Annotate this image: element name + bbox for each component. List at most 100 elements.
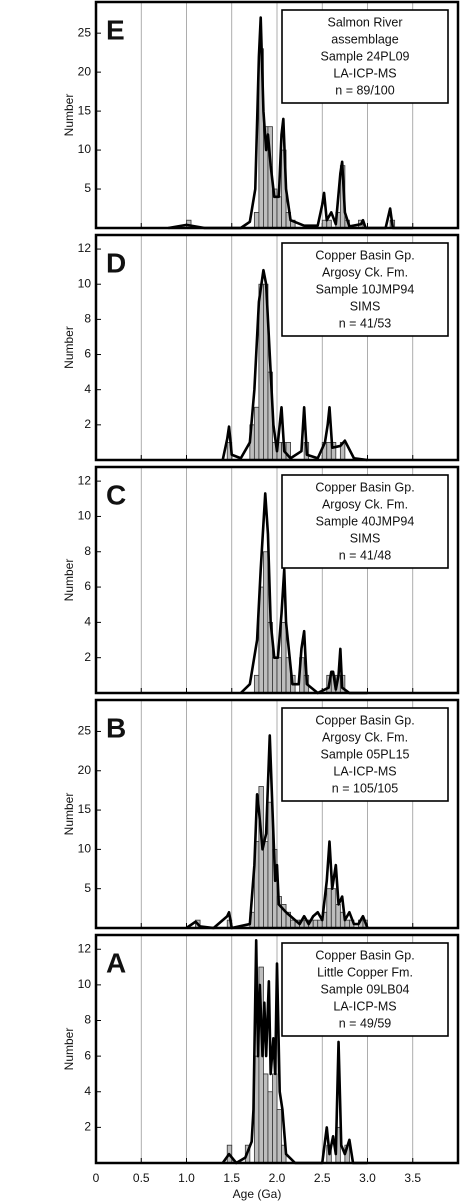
y-tick-label: 6 (84, 347, 91, 361)
probability-curve (221, 939, 368, 1165)
y-tick-label: 4 (84, 615, 91, 629)
bar (253, 406, 260, 461)
annotation-box (281, 9, 449, 104)
bar (281, 621, 287, 694)
annotation-line: Sample 05PL15 (321, 747, 410, 761)
y-tick-label: 8 (84, 312, 91, 326)
y-tick-label: 6 (84, 579, 91, 593)
probability-curve (168, 16, 413, 230)
panel-frame (94, 465, 460, 695)
panel-letter: B (106, 712, 126, 743)
y-tick-label: 5 (84, 181, 91, 195)
annotation-line: Sample 40JMP94 (316, 514, 415, 528)
y-tick-label: 12 (78, 473, 92, 487)
bar (272, 657, 278, 694)
bar (335, 904, 341, 929)
annotation-line: Little Copper Fm. (317, 965, 413, 979)
annotation-line: Copper Basin Gp. (315, 480, 414, 494)
bar (272, 1073, 278, 1164)
bar (276, 657, 282, 694)
panel-frame (94, 0, 460, 230)
panel-letter: A (106, 947, 126, 978)
bar (330, 888, 337, 929)
y-axis-title: Number (62, 326, 76, 369)
y-tick-label: 5 (84, 881, 91, 895)
annotation-line: n = 89/100 (335, 83, 394, 97)
x-tick-label: 2.5 (314, 1171, 331, 1185)
annotation-line: Argosy Ck. Fm. (322, 265, 408, 279)
y-tick-label: 4 (84, 1084, 91, 1098)
annotation-line: Sample 24PL09 (321, 49, 410, 63)
y-tick-label: 15 (78, 802, 92, 816)
annotation-line: Copper Basin Gp. (315, 713, 414, 727)
annotation-line: n = 41/53 (339, 316, 392, 330)
x-tick-label: 2.0 (269, 1171, 286, 1185)
annotation-line: SIMS (350, 531, 381, 545)
y-tick-label: 25 (78, 25, 92, 39)
y-tick-label: 10 (78, 276, 92, 290)
bar (263, 551, 269, 694)
annotation-box (281, 707, 449, 802)
x-axis-title: Age (Ga) (233, 1187, 282, 1201)
panel-frame (94, 933, 460, 1165)
y-tick-label: 6 (84, 1048, 91, 1062)
annotation-line: Sample 09LB04 (321, 982, 410, 996)
panel-letter: C (106, 479, 126, 510)
annotation-box (281, 942, 449, 1037)
bar (276, 196, 282, 229)
x-tick-label: 3.5 (404, 1171, 421, 1185)
y-tick-label: 20 (78, 763, 92, 777)
x-tick-label: 1.0 (178, 1171, 195, 1185)
x-tick-label: 1.5 (223, 1171, 240, 1185)
y-tick-label: 2 (84, 650, 91, 664)
panel-letter: E (106, 14, 125, 45)
y-axis-title: Number (62, 94, 76, 137)
annotation-box (281, 242, 449, 337)
bar (263, 1073, 269, 1164)
annotation-line: Copper Basin Gp. (315, 248, 414, 262)
annotation-line: Copper Basin Gp. (315, 948, 414, 962)
y-tick-label: 8 (84, 544, 91, 558)
y-tick-label: 10 (78, 977, 92, 991)
probability-curve (239, 492, 368, 695)
annotation-line: Argosy Ck. Fm. (322, 730, 408, 744)
annotation-line: n = 41/48 (339, 548, 392, 562)
y-tick-label: 2 (84, 1120, 91, 1134)
bar (253, 674, 260, 694)
y-tick-label: 12 (78, 241, 92, 255)
y-tick-label: 8 (84, 1013, 91, 1027)
y-tick-label: 2 (84, 417, 91, 431)
bar (263, 841, 269, 929)
annotation-line: n = 49/59 (339, 1016, 392, 1030)
annotation-line: Salmon River (327, 15, 402, 29)
annotation-line: LA-ICP-MS (333, 999, 396, 1013)
y-tick-label: 10 (78, 509, 92, 523)
bar (267, 1091, 273, 1164)
panel-frame (94, 233, 460, 462)
y-tick-label: 12 (78, 941, 92, 955)
annotation-line: Sample 10JMP94 (316, 282, 415, 296)
x-tick-label: 0.5 (133, 1171, 150, 1185)
annotation-line: SIMS (350, 299, 381, 313)
y-tick-label: 25 (78, 724, 92, 738)
annotation-line: LA-ICP-MS (333, 66, 396, 80)
y-tick-label: 10 (78, 842, 92, 856)
bar (276, 1109, 282, 1164)
annotation-box (281, 474, 449, 569)
bar (326, 442, 332, 461)
y-axis-title: Number (62, 559, 76, 602)
y-tick-label: 15 (78, 103, 92, 117)
annotation-line: LA-ICP-MS (333, 764, 396, 778)
annotation-line: Argosy Ck. Fm. (322, 497, 408, 511)
bar (253, 212, 260, 229)
y-axis-title: Number (62, 793, 76, 836)
x-tick-label: 0 (93, 1171, 100, 1185)
y-tick-label: 20 (78, 64, 92, 78)
probability-curve (221, 268, 368, 462)
bar (326, 888, 332, 929)
y-tick-label: 4 (84, 382, 91, 396)
y-tick-label: 10 (78, 142, 92, 156)
panel-letter: D (106, 247, 126, 278)
y-axis-title: Number (62, 1028, 76, 1071)
